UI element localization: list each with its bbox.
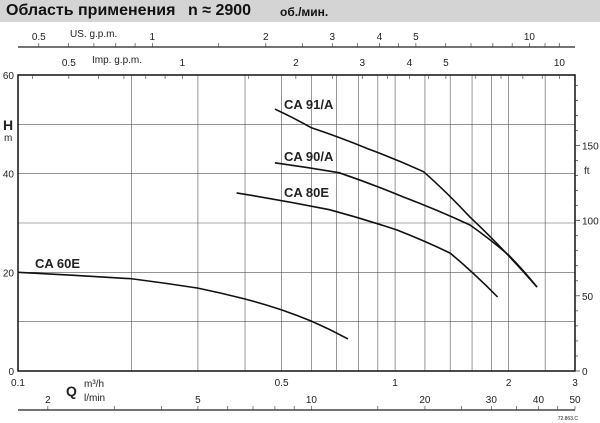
y-tick-label: 20: [3, 268, 15, 279]
lmin-tick-label: 2: [45, 395, 51, 406]
y2-tick-label: 100: [582, 217, 599, 228]
us-gpm-tick-label: 10: [524, 32, 536, 43]
y-tick-label: 0: [8, 367, 14, 378]
header-speed: n ≈ 2900: [188, 2, 252, 19]
lmin-tick-label: 40: [533, 395, 545, 406]
us-gpm-tick-label: 1: [150, 32, 156, 43]
x-tick-label: 0.5: [275, 378, 289, 389]
y-axis-unit: m: [4, 133, 12, 144]
x-tick-label: 0.1: [11, 378, 25, 389]
imp-gpm-tick-label: 10: [554, 58, 566, 69]
imp-gpm-tick-label: 0.5: [62, 58, 76, 69]
series-label: CA 90/A: [284, 149, 334, 164]
lmin-tick-label: 5: [195, 395, 201, 406]
chart-header: Область применения n ≈ 2900 об./мин.: [0, 0, 600, 22]
y2-tick-label: 50: [582, 292, 594, 303]
series-curve-ca-91-a: [274, 108, 538, 288]
x-tick-label: 3: [572, 378, 578, 389]
imp-gpm-tick-label: 1: [180, 58, 186, 69]
series-curve-ca-80e: [236, 192, 499, 298]
y-tick-label: 40: [3, 170, 15, 181]
us-gpm-tick-label: 3: [329, 32, 335, 43]
series-label: CA 60E: [35, 256, 80, 271]
imp-gpm-label: Imp. g.p.m.: [92, 55, 142, 66]
series-curve-ca-90-a: [274, 162, 538, 288]
y2-tick-label: 0: [582, 367, 588, 378]
us-gpm-tick-label: 2: [263, 32, 269, 43]
us-gpm-tick-label: 5: [413, 32, 419, 43]
imp-gpm-tick-label: 2: [293, 58, 299, 69]
lmin-tick-label: 10: [306, 395, 318, 406]
x-axis-label: Q: [66, 383, 77, 399]
y2-axis-unit: ft: [584, 166, 590, 177]
series-label: CA 91/A: [284, 97, 334, 112]
y-tick-label: 60: [3, 71, 15, 82]
us-gpm-tick-label: 4: [377, 32, 383, 43]
us-gpm-label: US. g.p.m.: [70, 29, 117, 40]
plot-frame: [17, 74, 576, 372]
series-curve-ca-60e: [17, 271, 349, 340]
lmin-tick-label: 50: [569, 395, 581, 406]
x-tick-label: 2: [506, 378, 512, 389]
imp-gpm-tick-label: 4: [407, 58, 413, 69]
x-tick-label: 1: [392, 378, 398, 389]
x-axis-unit-m3h: m³/h: [84, 379, 104, 390]
y2-tick-label: 150: [582, 141, 599, 152]
drawing-code: 72.863.C: [558, 416, 579, 422]
lmin-tick-label: 20: [419, 395, 431, 406]
us-gpm-tick-label: 0.5: [32, 32, 46, 43]
series-label: CA 80E: [284, 185, 329, 200]
imp-gpm-tick-label: 3: [359, 58, 365, 69]
imp-gpm-tick-label: 5: [443, 58, 449, 69]
y-axis-label: H: [3, 117, 13, 133]
lmin-tick-label: 30: [486, 395, 498, 406]
x-axis-unit-lmin: l/min: [84, 393, 105, 404]
header-title: Область применения: [6, 2, 176, 19]
header-speed-unit: об./мин.: [280, 5, 329, 19]
